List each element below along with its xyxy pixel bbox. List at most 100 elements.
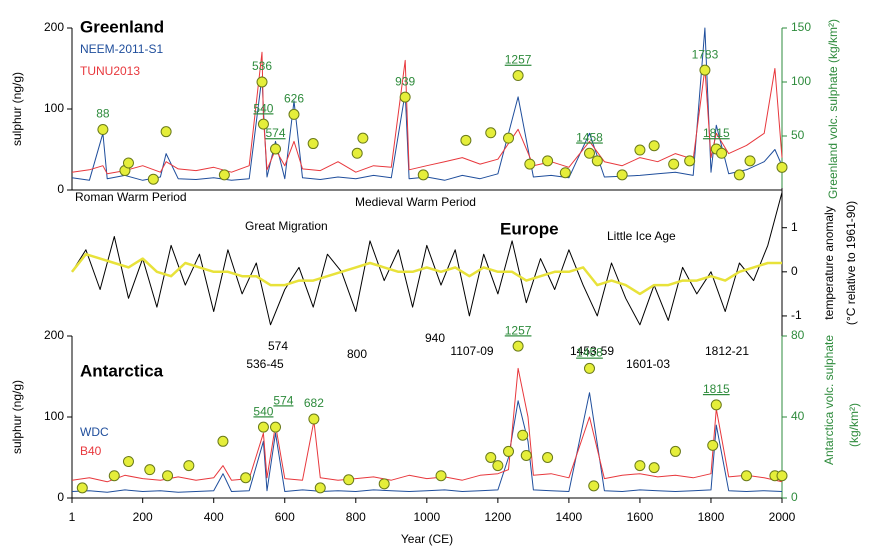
series-line: [71, 192, 783, 326]
event-marker: [710, 399, 722, 411]
event-marker: [357, 132, 369, 144]
event-marker: [217, 435, 229, 447]
x-axis-label: Year (CE): [401, 532, 453, 546]
event-marker: [634, 460, 646, 472]
event-marker: [97, 124, 109, 136]
event-label: 540: [253, 101, 273, 115]
event-marker: [699, 64, 711, 76]
event-label: 88: [96, 107, 110, 121]
event-label: 1458: [576, 346, 603, 360]
event-label: 1257: [505, 323, 532, 337]
y-tick-label: 100: [44, 101, 64, 115]
event-marker: [668, 158, 680, 170]
event-marker: [524, 158, 536, 170]
annotation: Medieval Warm Period: [355, 195, 476, 209]
event-marker: [351, 147, 363, 159]
event-marker: [378, 478, 390, 490]
event-marker: [122, 157, 134, 169]
event-marker: [542, 452, 554, 463]
y2-axis-label: temperature anomaly: [822, 206, 836, 319]
legend-entry: TUNU2013: [80, 64, 140, 78]
x-tick-label: 1400: [556, 510, 583, 524]
y-tick-label: 0: [57, 182, 64, 196]
event-label: 1783: [692, 47, 719, 61]
annotation: Great Migration: [245, 219, 328, 233]
x-tick-label: 2000: [769, 510, 796, 524]
event-marker: [583, 362, 595, 374]
y-tick-label: 200: [44, 328, 64, 342]
event-label: 1458: [576, 130, 603, 144]
event-label: 939: [395, 74, 415, 88]
event-marker: [108, 470, 120, 482]
event-label: 540: [253, 404, 273, 418]
panel-title: Greenland: [80, 17, 164, 36]
event-marker: [307, 138, 319, 150]
event-label: 536: [252, 59, 272, 73]
event-marker: [707, 439, 719, 451]
annotation: 1453-59: [570, 344, 614, 358]
x-tick-label: 1600: [627, 510, 654, 524]
y2-axis-label: (°C relative to 1961-90): [844, 201, 858, 325]
event-marker: [669, 445, 681, 457]
legend-entry: WDC: [80, 425, 109, 439]
event-marker: [492, 460, 504, 472]
event-marker: [256, 76, 268, 88]
x-tick-label: 1: [69, 510, 76, 524]
series-line: [71, 392, 783, 493]
annotation: 1812-21: [705, 344, 749, 358]
event-marker: [485, 127, 497, 139]
x-tick-label: 200: [133, 510, 153, 524]
event-marker: [744, 155, 756, 167]
event-marker: [218, 169, 230, 181]
event-marker: [160, 126, 172, 138]
annotation: 574: [268, 339, 288, 353]
event-marker: [591, 155, 603, 167]
event-marker: [648, 462, 660, 474]
legend-entry: B40: [80, 444, 102, 458]
y-tick-label: 100: [44, 409, 64, 423]
x-tick-label: 800: [346, 510, 366, 524]
event-marker: [716, 147, 728, 159]
y2-axis-label: Antarctica volc. sulphate: [822, 335, 836, 465]
event-marker: [503, 445, 515, 457]
event-marker: [417, 169, 429, 181]
y2-tick-label: 0: [791, 490, 798, 504]
annotation: 1601-03: [626, 357, 670, 371]
y2-tick-label: 80: [791, 328, 805, 342]
event-label: 574: [273, 393, 293, 407]
event-marker: [162, 470, 174, 482]
y2-tick-label: 150: [791, 20, 811, 34]
event-marker: [503, 132, 515, 144]
event-marker: [257, 421, 269, 433]
event-label: 1257: [505, 53, 532, 67]
event-marker: [270, 143, 282, 155]
event-marker: [435, 470, 447, 482]
annotation: 536-45: [246, 357, 284, 371]
series-line: [71, 367, 783, 483]
x-tick-label: 1000: [413, 510, 440, 524]
event-marker: [517, 429, 529, 441]
event-marker: [76, 482, 88, 494]
event-marker: [512, 70, 524, 82]
event-marker: [314, 482, 326, 494]
event-marker: [122, 456, 134, 468]
y2-axis-label: (kg/km²): [847, 403, 861, 447]
event-marker: [776, 161, 788, 173]
y-axis-label: sulphur (ng/g): [10, 380, 24, 454]
event-marker: [520, 449, 532, 461]
series-line: [71, 252, 782, 296]
event-marker: [616, 169, 628, 181]
event-marker: [634, 144, 646, 156]
y2-tick-label: 0: [791, 264, 798, 278]
annotation: 1107-09: [450, 344, 493, 358]
event-label: 1815: [703, 382, 730, 396]
y2-tick-label: 1: [791, 220, 798, 234]
x-tick-label: 400: [204, 510, 224, 524]
y2-tick-label: 50: [791, 128, 805, 142]
event-marker: [147, 173, 159, 185]
event-marker: [648, 140, 660, 152]
event-marker: [144, 464, 156, 476]
panel-title: Antarctica: [80, 361, 164, 380]
x-tick-label: 1200: [485, 510, 512, 524]
